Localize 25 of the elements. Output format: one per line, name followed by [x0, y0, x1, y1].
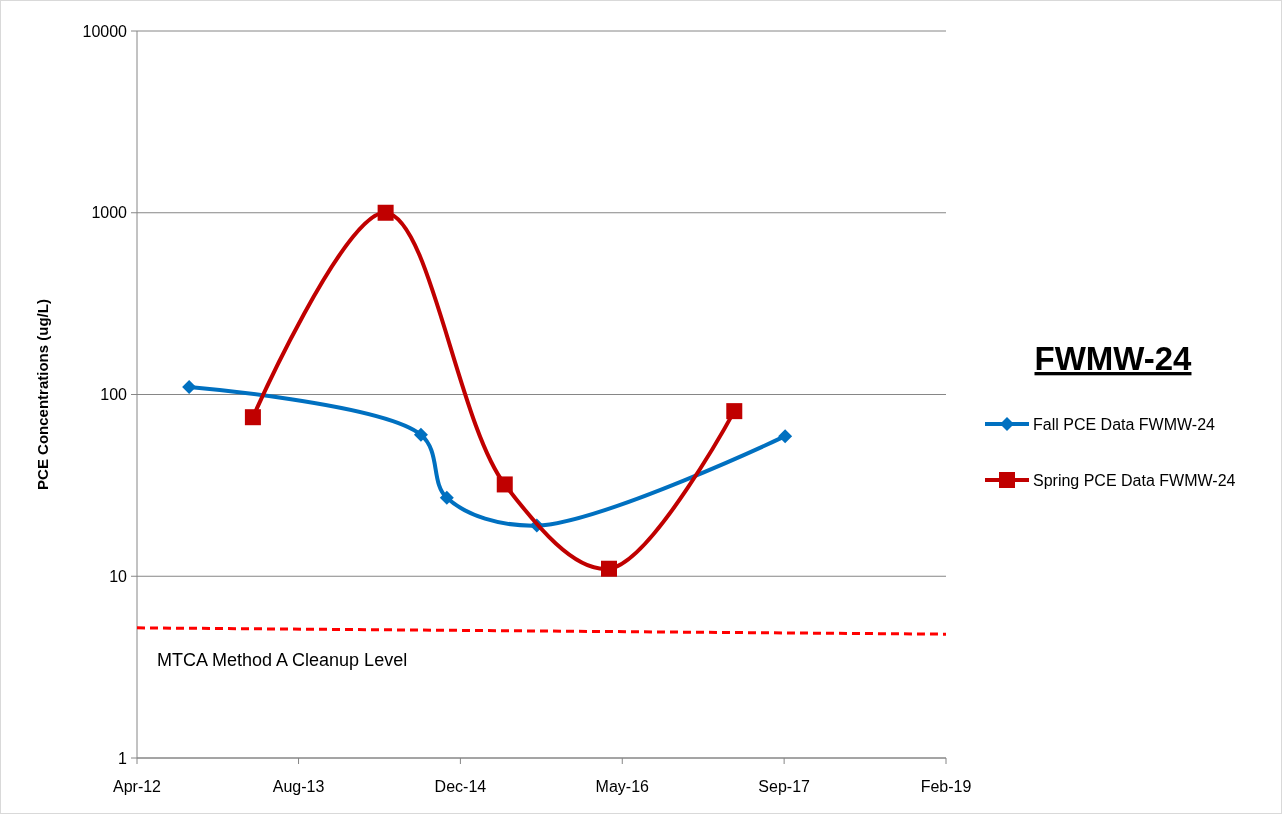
- point: [496, 476, 513, 493]
- legend-label: Fall PCE Data FWMW-24: [1033, 415, 1216, 433]
- x-tick-label: Feb-19: [920, 778, 972, 795]
- point: [778, 429, 793, 444]
- x-tick-label: May-16: [595, 778, 650, 795]
- point: [413, 427, 428, 442]
- x-tick-label: Dec-14: [434, 778, 487, 795]
- point: [244, 409, 261, 426]
- point: [182, 379, 197, 394]
- y-axis-title: PCE Concentrations (ug/L): [34, 299, 51, 490]
- point: [439, 490, 454, 505]
- legend-label: Spring PCE Data FWMW-24: [1033, 471, 1236, 489]
- point: [726, 403, 743, 420]
- y-tick-label: 10000: [82, 22, 128, 40]
- y-tick-label: 100: [100, 386, 128, 404]
- point: [601, 560, 617, 577]
- point: [377, 204, 394, 221]
- y-tick-label: 1000: [91, 204, 128, 222]
- x-tick-label: Apr-12: [112, 778, 162, 795]
- x-tick-label: Aug-13: [272, 778, 325, 795]
- x-tick-label: Sep-17: [758, 778, 811, 795]
- text: FWMW-24: [1034, 340, 1193, 377]
- y-tick-label: 10: [109, 567, 128, 585]
- y-tick-label: 1: [118, 749, 128, 767]
- annotation: MTCA Method A Cleanup Level: [157, 650, 408, 670]
